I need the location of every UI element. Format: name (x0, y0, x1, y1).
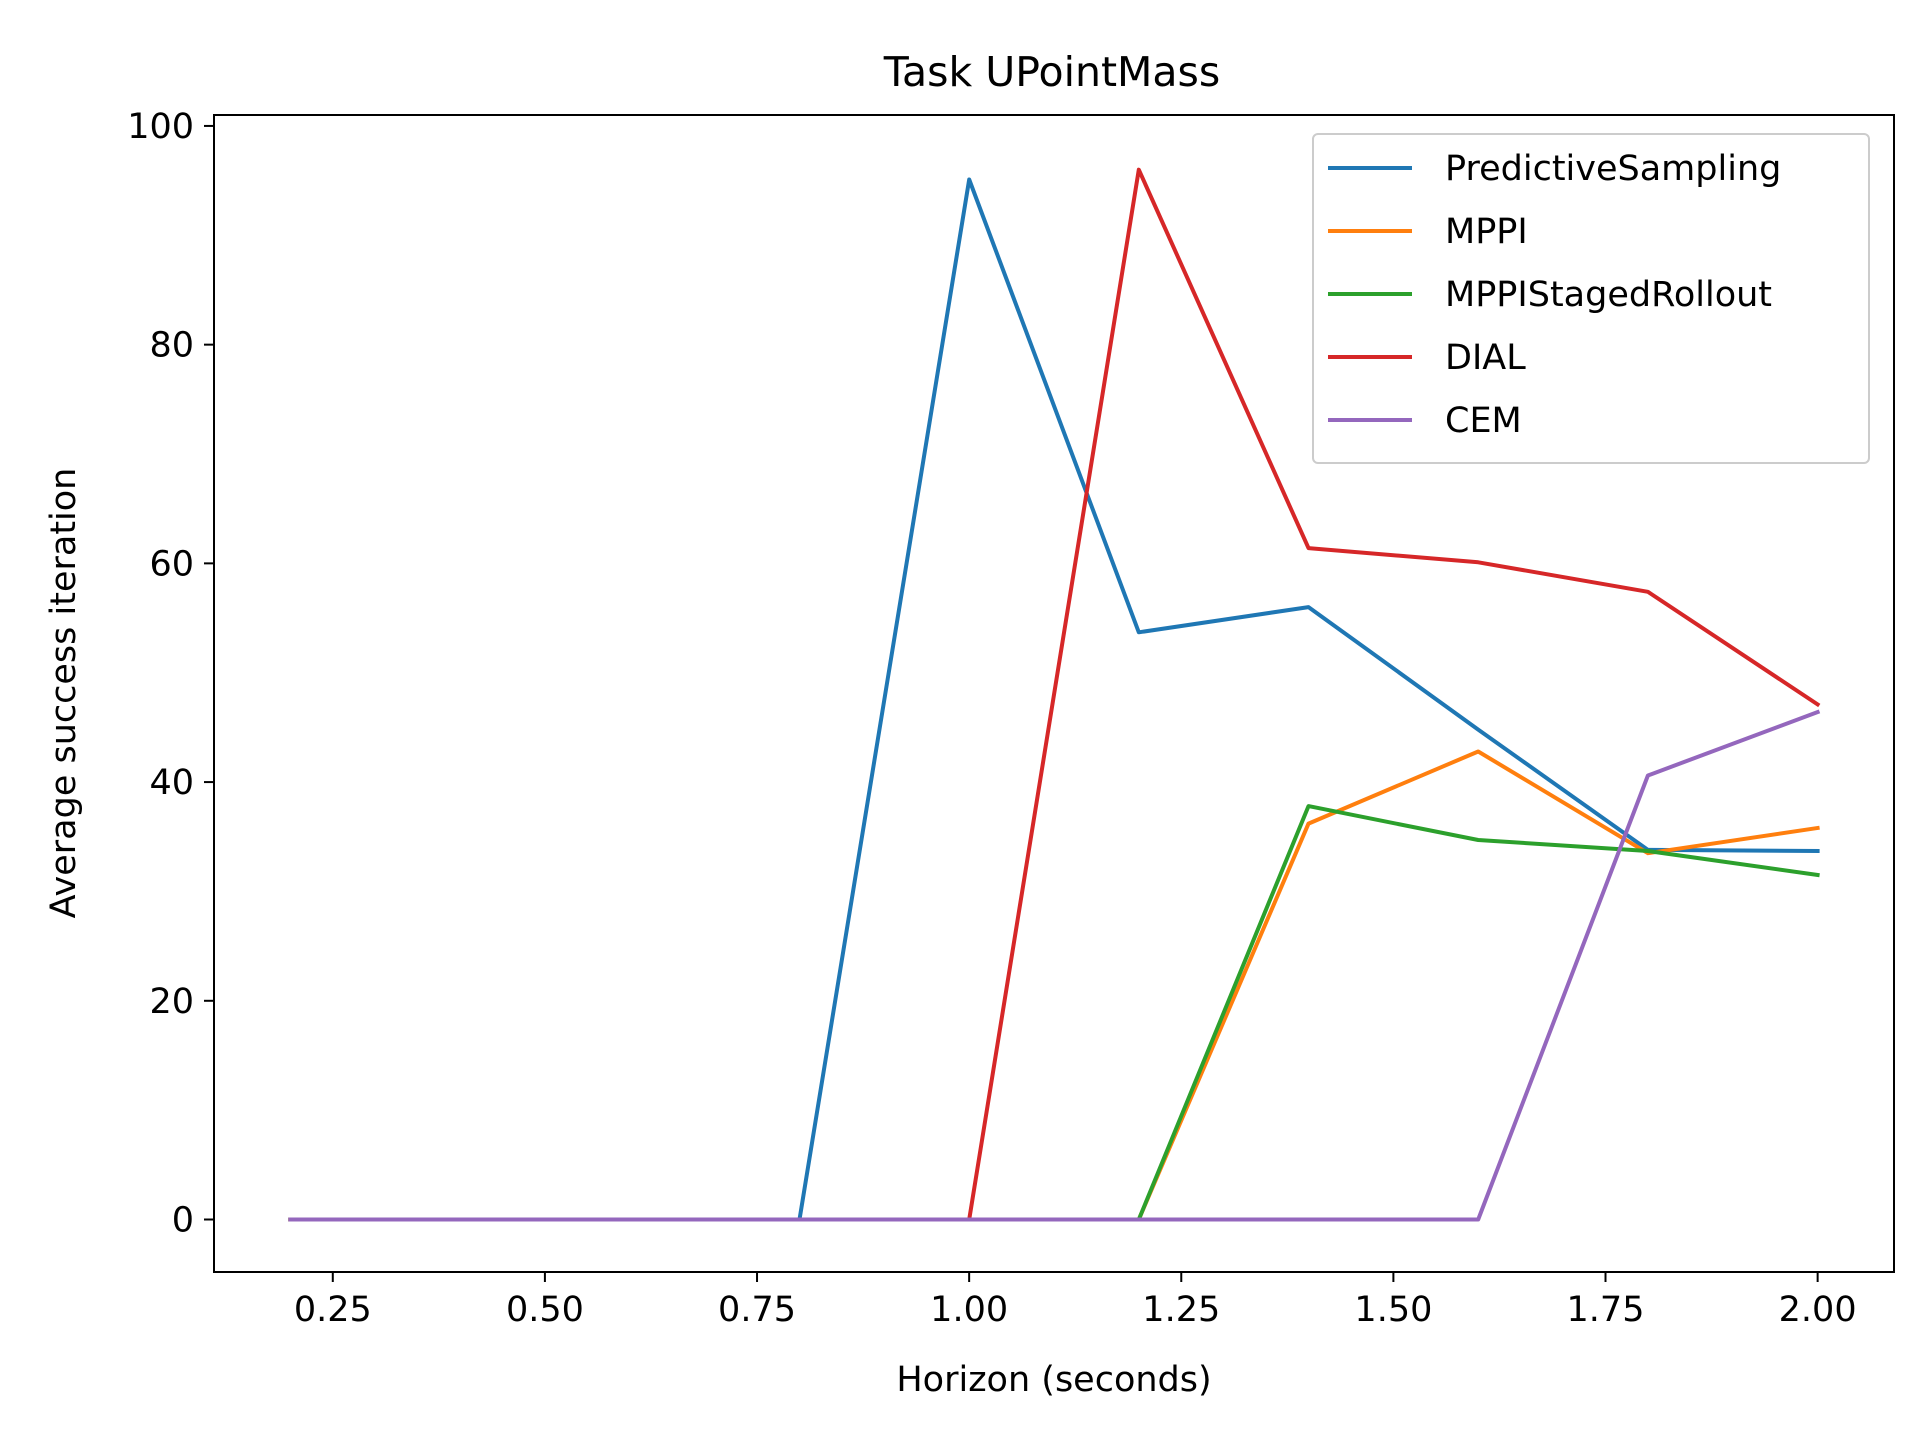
legend: PredictiveSampling MPPI MPPIStagedRollout D… (1312, 133, 1870, 464)
x-tick-label: 1.75 (1567, 1290, 1645, 1330)
x-tick-label: 1.25 (1142, 1290, 1220, 1330)
series-line-cem (288, 709, 1821, 1222)
legend-label-mppistagedrollout: MPPIStagedRollout (1445, 275, 1772, 315)
x-tick-label: 0.75 (718, 1290, 796, 1330)
y-tick-label: 60 (149, 544, 194, 584)
x-tick-label: 2.00 (1779, 1290, 1857, 1330)
y-tick-label: 0 (172, 1201, 194, 1241)
x-tick-label: 0.50 (506, 1290, 584, 1330)
y-tick-label: 100 (127, 107, 194, 147)
x-tick-label: 1.50 (1354, 1290, 1432, 1330)
legend-label-mppi: MPPI (1445, 212, 1528, 252)
y-axis: 0 20 40 60 80 100 (127, 107, 214, 1241)
y-tick-label: 80 (149, 326, 194, 366)
y-tick-label: 40 (149, 763, 194, 803)
x-axis: 0.25 0.50 0.75 1.00 1.25 1.50 1.75 2.00 (294, 1272, 1857, 1330)
chart-title: Task UPointMass (883, 48, 1221, 96)
x-axis-label: Horizon (seconds) (896, 1360, 1211, 1400)
legend-label-dial: DIAL (1445, 338, 1526, 378)
legend-box (1312, 133, 1870, 464)
x-tick-label: 1.00 (930, 1290, 1008, 1330)
series-layer (288, 167, 1821, 1222)
legend-label-predictivesampling: PredictiveSampling (1445, 149, 1781, 189)
y-tick-label: 20 (149, 982, 194, 1022)
x-tick-label: 0.25 (294, 1290, 372, 1330)
legend-label-cem: CEM (1445, 401, 1522, 441)
y-axis-label: Average success iteration (44, 468, 84, 919)
